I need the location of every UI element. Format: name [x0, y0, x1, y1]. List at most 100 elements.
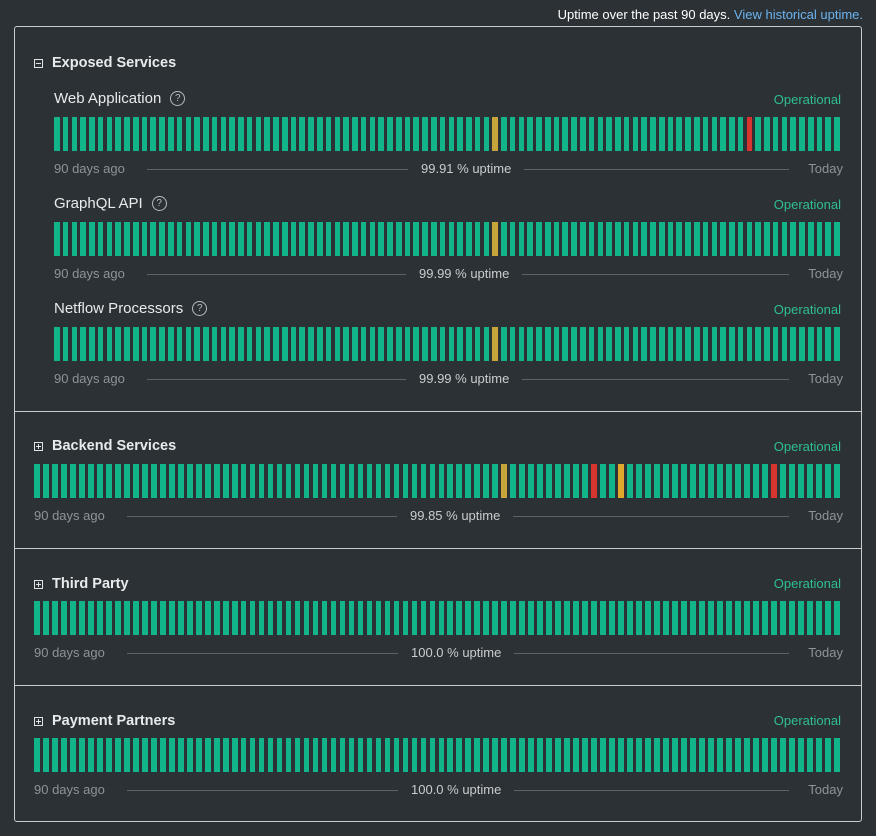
uptime-day-bar[interactable]: [650, 327, 656, 361]
uptime-day-bar[interactable]: [303, 464, 310, 498]
uptime-day-bar[interactable]: [132, 327, 139, 361]
uptime-day-bar[interactable]: [229, 222, 235, 256]
uptime-day-bar[interactable]: [285, 601, 292, 635]
uptime-day-bar[interactable]: [685, 222, 691, 256]
uptime-day-bar[interactable]: [240, 738, 247, 772]
uptime-day-bar[interactable]: [422, 117, 428, 151]
uptime-day-bar[interactable]: [825, 601, 831, 635]
uptime-day-bar[interactable]: [141, 117, 148, 151]
uptime-day-bar[interactable]: [71, 117, 78, 151]
uptime-day-bar[interactable]: [378, 222, 384, 256]
uptime-day-bar[interactable]: [369, 327, 376, 361]
uptime-day-bar[interactable]: [501, 464, 508, 498]
uptime-day-bar[interactable]: [352, 222, 358, 256]
uptime-day-bar[interactable]: [387, 117, 393, 151]
uptime-day-bar[interactable]: [106, 222, 113, 256]
uptime-day-bar[interactable]: [69, 738, 76, 772]
uptime-day-bar[interactable]: [97, 117, 104, 151]
uptime-day-bar[interactable]: [325, 117, 332, 151]
uptime-day-bar[interactable]: [222, 464, 229, 498]
uptime-day-bar[interactable]: [720, 117, 726, 151]
uptime-day-bar[interactable]: [203, 327, 209, 361]
uptime-day-bar[interactable]: [790, 222, 796, 256]
group-header[interactable]: Backend Services: [34, 436, 176, 456]
group-name[interactable]: Exposed Services: [52, 55, 177, 71]
uptime-day-bar[interactable]: [150, 601, 157, 635]
uptime-day-bar[interactable]: [834, 327, 840, 361]
uptime-day-bar[interactable]: [816, 601, 822, 635]
uptime-day-bar[interactable]: [501, 327, 507, 361]
uptime-day-bar[interactable]: [51, 464, 58, 498]
uptime-day-bar[interactable]: [690, 738, 696, 772]
uptime-day-bar[interactable]: [789, 464, 795, 498]
uptime-day-bar[interactable]: [623, 222, 630, 256]
uptime-day-bar[interactable]: [238, 222, 244, 256]
uptime-day-bar[interactable]: [413, 222, 420, 256]
uptime-day-bar[interactable]: [42, 464, 49, 498]
uptime-day-bar[interactable]: [693, 117, 700, 151]
uptime-day-bar[interactable]: [299, 327, 306, 361]
uptime-day-bar[interactable]: [834, 464, 840, 498]
uptime-day-bar[interactable]: [185, 117, 192, 151]
uptime-day-bar[interactable]: [220, 222, 227, 256]
uptime-day-bar[interactable]: [518, 222, 525, 256]
uptime-day-bar[interactable]: [764, 117, 770, 151]
uptime-day-bar[interactable]: [114, 601, 121, 635]
uptime-day-bar[interactable]: [708, 601, 714, 635]
uptime-day-bar[interactable]: [42, 601, 49, 635]
uptime-day-bar[interactable]: [753, 738, 759, 772]
uptime-day-bar[interactable]: [312, 464, 319, 498]
uptime-day-bar[interactable]: [438, 601, 445, 635]
uptime-day-bar[interactable]: [562, 327, 569, 361]
group-name[interactable]: Payment Partners: [52, 713, 176, 729]
uptime-day-bar[interactable]: [457, 117, 463, 151]
uptime-day-bar[interactable]: [159, 738, 166, 772]
uptime-day-bar[interactable]: [393, 738, 400, 772]
uptime-day-bar[interactable]: [375, 601, 382, 635]
uptime-day-bar[interactable]: [588, 222, 595, 256]
uptime-day-bar[interactable]: [663, 738, 669, 772]
uptime-day-bar[interactable]: [720, 327, 726, 361]
uptime-day-bar[interactable]: [465, 738, 472, 772]
uptime-day-bar[interactable]: [360, 327, 367, 361]
uptime-day-bar[interactable]: [627, 601, 634, 635]
uptime-day-bar[interactable]: [132, 222, 139, 256]
uptime-day-bar[interactable]: [654, 464, 660, 498]
uptime-day-bar[interactable]: [360, 222, 367, 256]
help-icon[interactable]: ?: [170, 91, 186, 106]
uptime-day-bar[interactable]: [321, 464, 328, 498]
uptime-day-bar[interactable]: [420, 738, 427, 772]
uptime-day-bar[interactable]: [317, 222, 323, 256]
uptime-day-bar[interactable]: [729, 117, 735, 151]
uptime-day-bar[interactable]: [369, 117, 376, 151]
uptime-day-bar[interactable]: [229, 327, 235, 361]
uptime-day-bar[interactable]: [807, 464, 813, 498]
uptime-day-bar[interactable]: [807, 601, 813, 635]
uptime-day-bar[interactable]: [115, 222, 121, 256]
uptime-day-bar[interactable]: [285, 464, 292, 498]
uptime-day-bar[interactable]: [615, 117, 621, 151]
uptime-day-bar[interactable]: [281, 327, 288, 361]
uptime-day-bar[interactable]: [378, 327, 384, 361]
uptime-day-bar[interactable]: [528, 601, 535, 635]
uptime-day-bar[interactable]: [816, 222, 823, 256]
uptime-day-bar[interactable]: [123, 601, 130, 635]
uptime-day-bar[interactable]: [80, 327, 86, 361]
uptime-day-bar[interactable]: [681, 464, 687, 498]
uptime-day-bar[interactable]: [582, 464, 589, 498]
uptime-day-bar[interactable]: [645, 738, 651, 772]
uptime-day-bar[interactable]: [618, 464, 625, 498]
uptime-day-bar[interactable]: [294, 738, 301, 772]
uptime-day-bar[interactable]: [303, 738, 310, 772]
uptime-day-bar[interactable]: [312, 738, 319, 772]
uptime-day-bar[interactable]: [483, 738, 490, 772]
uptime-day-bar[interactable]: [308, 117, 314, 151]
uptime-day-bar[interactable]: [571, 222, 577, 256]
uptime-day-bar[interactable]: [650, 117, 656, 151]
uptime-day-bar[interactable]: [627, 464, 634, 498]
uptime-day-bar[interactable]: [220, 117, 227, 151]
uptime-day-bar[interactable]: [429, 601, 436, 635]
uptime-day-bar[interactable]: [609, 738, 616, 772]
uptime-day-bar[interactable]: [789, 738, 795, 772]
uptime-day-bar[interactable]: [150, 738, 157, 772]
